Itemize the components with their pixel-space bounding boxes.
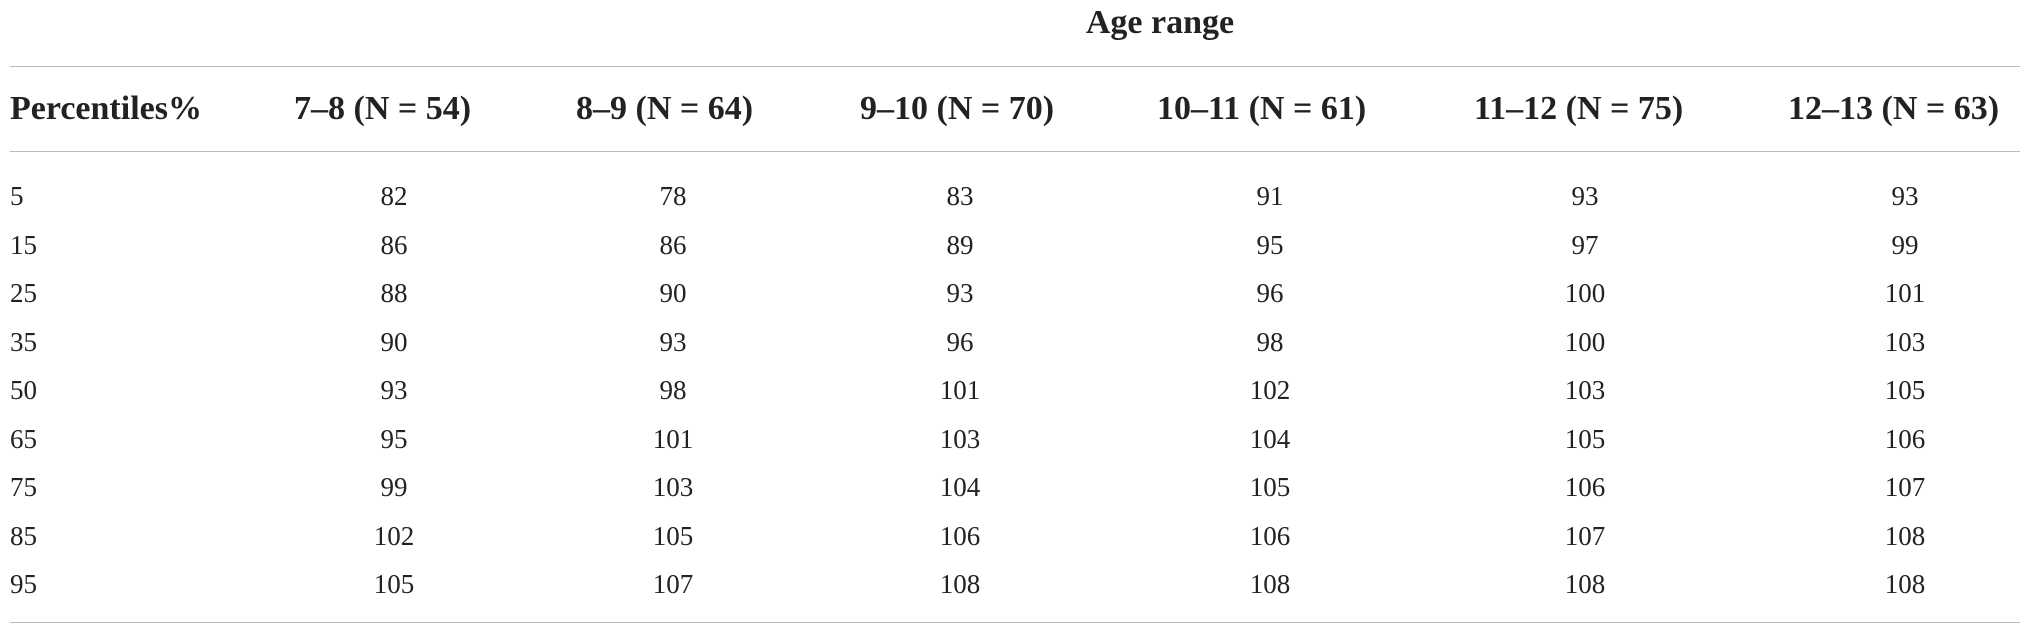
- value-cell: 106: [939, 520, 981, 551]
- header-cell-age-9-10: 9–10 (N = 70): [860, 90, 1055, 127]
- table-row: 5 82 78 83 91 93 93: [0, 172, 2030, 221]
- value-cell: 86: [380, 229, 408, 260]
- table-row: 15 86 86 89 95 97 99: [0, 221, 2030, 270]
- value-cell: 90: [380, 326, 408, 357]
- table-row: 75 99 103 104 105 106 107: [0, 463, 2030, 512]
- value-cell: 93: [380, 375, 408, 405]
- value-cell: 93: [1571, 181, 1599, 211]
- table-row: 95 105 107 108 108 108 108: [0, 560, 2030, 609]
- value-cell: 95: [380, 423, 408, 454]
- header-row: Percentiles% 7–8 (N = 54) 8–9 (N = 64) 9…: [0, 84, 2030, 134]
- value-cell: 90: [659, 278, 687, 308]
- value-cell: 99: [1891, 229, 1919, 260]
- value-cell: 97: [1571, 229, 1599, 260]
- value-cell: 93: [1891, 181, 1919, 211]
- value-cell: 101: [939, 375, 981, 405]
- value-cell: 108: [939, 569, 981, 599]
- header-cell-percentiles: Percentiles%: [10, 90, 202, 127]
- percentile-cell: 75: [10, 472, 37, 502]
- value-cell: 93: [659, 326, 687, 357]
- value-cell: 96: [1256, 278, 1284, 308]
- value-cell: 107: [652, 569, 694, 599]
- header-rule: [10, 151, 2020, 152]
- top-rule: [10, 66, 2020, 67]
- percentile-cell: 85: [10, 520, 37, 551]
- value-cell: 106: [1884, 423, 1926, 454]
- value-cell: 91: [1256, 181, 1284, 211]
- percentile-cell: 95: [10, 569, 37, 599]
- value-cell: 107: [1884, 472, 1926, 502]
- percentile-cell: 35: [10, 326, 37, 357]
- header-cell-age-11-12: 11–12 (N = 75): [1474, 90, 1684, 127]
- spanner-title: Age range: [1085, 4, 1235, 41]
- header-cell-age-10-11: 10–11 (N = 61): [1157, 90, 1367, 127]
- header-cell-age-12-13: 12–13 (N = 63): [1788, 90, 2000, 127]
- percentile-cell: 65: [10, 423, 37, 454]
- value-cell: 99: [380, 472, 408, 502]
- value-cell: 108: [1564, 569, 1606, 599]
- percentile-cell: 25: [10, 278, 37, 308]
- value-cell: 102: [1249, 375, 1291, 405]
- value-cell: 106: [1564, 472, 1606, 502]
- value-cell: 100: [1564, 278, 1606, 308]
- value-cell: 105: [652, 520, 694, 551]
- value-cell: 108: [1884, 569, 1926, 599]
- value-cell: 93: [946, 278, 974, 308]
- percentile-cell: 5: [10, 181, 24, 211]
- value-cell: 105: [373, 569, 415, 599]
- value-cell: 105: [1249, 472, 1291, 502]
- table-row: 65 95 101 103 104 105 106: [0, 415, 2030, 464]
- value-cell: 83: [946, 181, 974, 211]
- value-cell: 102: [373, 520, 415, 551]
- table-row: 35 90 93 96 98 100 103: [0, 318, 2030, 367]
- value-cell: 104: [939, 472, 981, 502]
- value-cell: 107: [1564, 520, 1606, 551]
- value-cell: 82: [380, 181, 408, 211]
- value-cell: 103: [652, 472, 694, 502]
- value-cell: 88: [380, 278, 408, 308]
- value-cell: 95: [1256, 229, 1284, 260]
- value-cell: 101: [1884, 278, 1926, 308]
- value-cell: 105: [1884, 375, 1926, 405]
- value-cell: 78: [659, 181, 687, 211]
- bottom-rule: [10, 622, 2020, 623]
- value-cell: 105: [1564, 423, 1606, 454]
- value-cell: 103: [1884, 326, 1926, 357]
- value-cell: 106: [1249, 520, 1291, 551]
- value-cell: 98: [1256, 326, 1284, 357]
- percentile-cell: 15: [10, 229, 37, 260]
- value-cell: 108: [1884, 520, 1926, 551]
- header-cell-age-8-9: 8–9 (N = 64): [576, 90, 754, 127]
- value-cell: 86: [659, 229, 687, 260]
- value-cell: 104: [1249, 423, 1291, 454]
- table-body: 5 82 78 83 91 93 93 15 86 86 89 95 97 99…: [0, 172, 2030, 609]
- value-cell: 98: [659, 375, 687, 405]
- header-cell-age-7-8: 7–8 (N = 54): [294, 90, 472, 127]
- value-cell: 89: [946, 229, 974, 260]
- value-cell: 103: [939, 423, 981, 454]
- value-cell: 100: [1564, 326, 1606, 357]
- percentile-cell: 50: [10, 375, 37, 405]
- value-cell: 96: [946, 326, 974, 357]
- table-row: 85 102 105 106 106 107 108: [0, 512, 2030, 561]
- value-cell: 103: [1564, 375, 1606, 405]
- value-cell: 108: [1249, 569, 1291, 599]
- value-cell: 101: [652, 423, 694, 454]
- table-row: 25 88 90 93 96 100 101: [0, 269, 2030, 318]
- table-row: 50 93 98 101 102 103 105: [0, 366, 2030, 415]
- column-spanner: Age range: [0, 0, 2030, 50]
